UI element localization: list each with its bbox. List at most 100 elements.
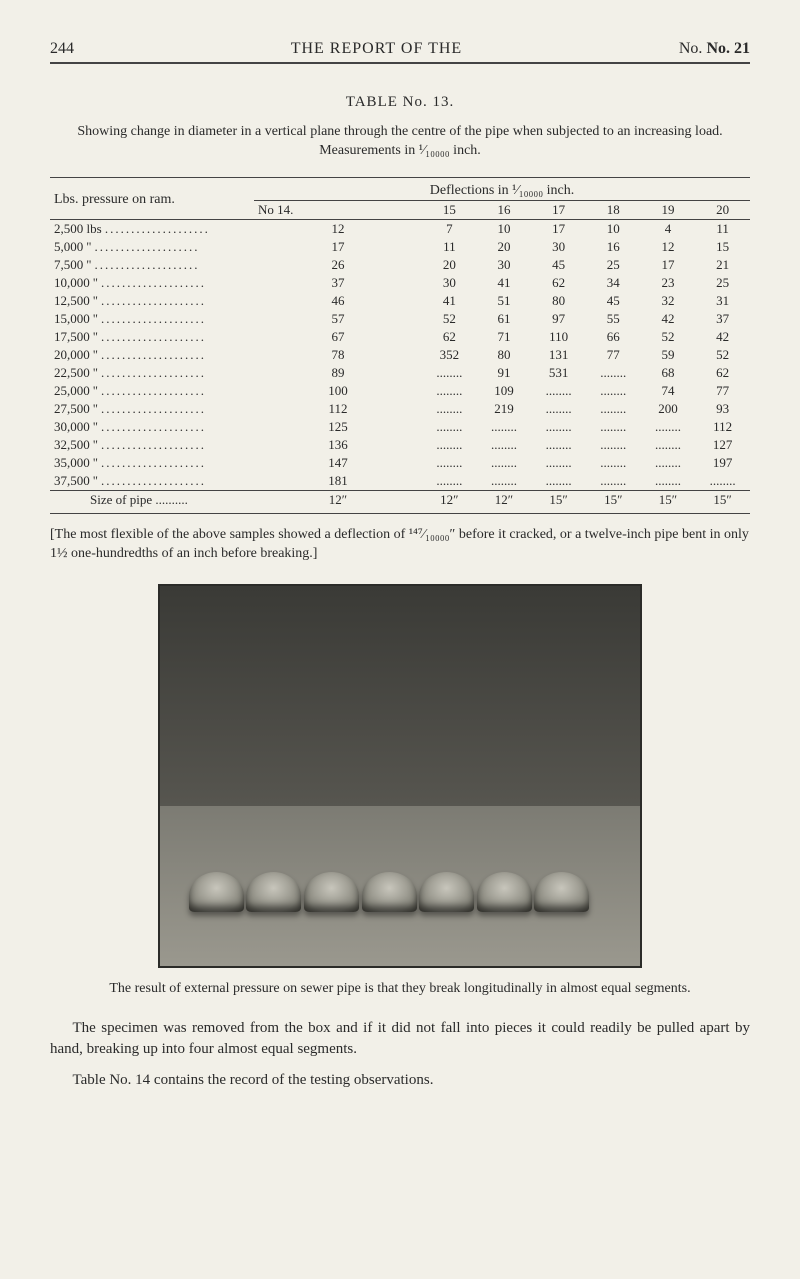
cell-value: 7 [422,219,477,238]
row-label: 30,000 '' .................... [50,418,254,436]
cell-value: 15 [695,238,750,256]
issue-number-value: No. 21 [706,40,750,57]
cell-value: 109 [477,382,532,400]
cell-value: ........ [477,454,532,472]
pipe-segment [246,872,301,912]
table-title: TABLE No. 13. [50,94,750,111]
cell-value: 91 [477,364,532,382]
body-paragraph-1: The specimen was removed from the box an… [50,1018,750,1060]
sewer-pipe-photo [158,584,642,968]
size-cell: 12″ [477,490,532,509]
cell-value: ........ [422,418,477,436]
cell-value: 31 [695,292,750,310]
row-label: 37,500 '' .................... [50,472,254,491]
cell-value: ........ [477,418,532,436]
cell-value: ........ [531,436,586,454]
photo-caption: The result of external pressure on sewer… [50,980,750,999]
cell-value: 197 [695,454,750,472]
cell-value: 57 [254,310,422,328]
cell-value: 52 [641,328,696,346]
cell-value: ........ [586,472,641,491]
pipe-segment [477,872,532,912]
cell-value: 112 [695,418,750,436]
cell-value: 200 [641,400,696,418]
cell-value: 62 [531,274,586,292]
column-header: 17 [531,200,586,219]
cell-value: 4 [641,219,696,238]
cell-value: 32 [641,292,696,310]
table-row: 20,000 '' ....................7835280131… [50,346,750,364]
cell-value: 41 [422,292,477,310]
cell-value: 51 [477,292,532,310]
row-label: 20,000 '' .................... [50,346,254,364]
cell-value: 17 [254,238,422,256]
cell-value: 131 [531,346,586,364]
cell-value: 37 [695,310,750,328]
column-header: 19 [641,200,696,219]
cell-value: 25 [695,274,750,292]
cell-value: ........ [422,382,477,400]
row-label: 27,500 '' .................... [50,400,254,418]
row-label: 5,000 '' .................... [50,238,254,256]
cell-value: 61 [477,310,532,328]
cell-value: 23 [641,274,696,292]
table-row: 7,500 '' ....................26203045251… [50,256,750,274]
size-cell: 12″ [254,490,422,509]
cell-value: ........ [586,364,641,382]
cell-value: 52 [422,310,477,328]
pipe-segment [304,872,359,912]
cell-value: ........ [531,472,586,491]
row-label: 35,000 '' .................... [50,454,254,472]
cell-value: ........ [586,418,641,436]
cell-value: 26 [254,256,422,274]
cell-value: ........ [641,472,696,491]
cell-value: 52 [695,346,750,364]
cell-value: ........ [422,454,477,472]
cell-value: 12 [641,238,696,256]
cell-value: 59 [641,346,696,364]
table-intro: Showing change in diameter in a vertical… [50,123,750,161]
issue-number: No. No. 21 [679,40,750,58]
table-row: 17,500 '' ....................6762711106… [50,328,750,346]
cell-value: 30 [422,274,477,292]
cell-value: 42 [641,310,696,328]
cell-value: 17 [531,219,586,238]
row-label: 25,000 '' .................... [50,382,254,400]
size-cell: 15″ [641,490,696,509]
cell-value: ........ [531,418,586,436]
cell-value: ........ [477,436,532,454]
cell-value: 10 [586,219,641,238]
cell-value: 62 [695,364,750,382]
cell-value: 62 [422,328,477,346]
size-cell: 12″ [422,490,477,509]
row-label: 2,500 lbs .................... [50,219,254,238]
cell-value: 25 [586,256,641,274]
cell-value: 21 [695,256,750,274]
cell-value: 110 [531,328,586,346]
size-cell: 15″ [531,490,586,509]
cell-value: ........ [422,400,477,418]
cell-value: 71 [477,328,532,346]
deflection-table: Lbs. pressure on ram. Deflections in ¹⁄₁… [50,182,750,509]
cell-value: 97 [531,310,586,328]
cell-value: 80 [531,292,586,310]
rule-above-table [50,177,750,178]
cell-value: 10 [477,219,532,238]
table-row: 27,500 '' ....................112.......… [50,400,750,418]
cell-value: ........ [422,472,477,491]
cell-value: 42 [695,328,750,346]
table-row: 35,000 '' ....................147.......… [50,454,750,472]
deflections-header: Deflections in ¹⁄₁₀₀₀₀ inch. [254,182,750,201]
column-header: 16 [477,200,532,219]
cell-value: 11 [422,238,477,256]
cell-value: 37 [254,274,422,292]
cell-value: 89 [254,364,422,382]
cell-value: 93 [695,400,750,418]
size-row-label: Size of pipe .......... [50,490,254,509]
column-header: 20 [695,200,750,219]
cell-value: ........ [641,454,696,472]
cell-value: ........ [531,382,586,400]
rule-below-table [50,513,750,514]
report-title: THE REPORT OF THE [291,40,462,58]
cell-value: 77 [695,382,750,400]
